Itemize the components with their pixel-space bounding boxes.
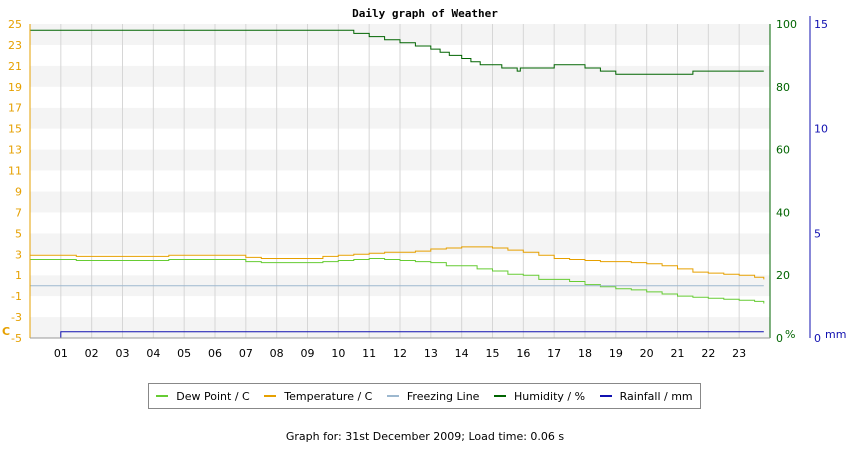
footer-status: Graph for: 31st December 2009; Load time… [285, 430, 565, 443]
ytick-humidity: 0 [776, 332, 783, 345]
xtick-hour: 03 [116, 347, 130, 360]
xtick-hour: 16 [516, 347, 530, 360]
legend-swatch [156, 395, 169, 397]
legend-item: Temperature / C [264, 390, 372, 403]
legend-swatch [264, 395, 277, 397]
legend-item: Freezing Line [386, 389, 480, 403]
xtick-hour: 10 [331, 347, 345, 360]
ytick-humidity: 80 [776, 81, 790, 94]
ytick-rainfall: 0 [814, 332, 821, 345]
legend-label: Temperature / C [284, 389, 373, 403]
xtick-hour: 02 [85, 347, 99, 360]
ytick-humidity: 60 [776, 144, 790, 157]
unit-temperature: C [2, 325, 10, 338]
legend-label: Dew Point / C [176, 389, 250, 403]
xtick-hour: 09 [301, 347, 315, 360]
legend-item: Dew Point / C [156, 389, 250, 403]
ytick-temperature: -5 [11, 332, 22, 345]
xtick-hour: 11 [362, 347, 376, 360]
axes [29, 16, 811, 339]
xtick-hour: 04 [146, 347, 160, 360]
series-line-temperature-c [30, 246, 765, 280]
ytick-rainfall: 5 [814, 227, 821, 240]
xtick-hour: 05 [177, 347, 191, 360]
legend-swatch [599, 395, 612, 397]
xtick-hour: 20 [640, 347, 654, 360]
ytick-humidity: 100 [776, 18, 797, 31]
xtick-hour: 07 [239, 347, 253, 360]
series-line-humidity [30, 29, 764, 75]
xtick-hour: 21 [671, 347, 685, 360]
xtick-hour: 15 [486, 347, 500, 360]
unit-rainfall: mm [825, 328, 846, 341]
xtick-hour: 12 [393, 347, 407, 360]
legend-label: Freezing Line [406, 389, 480, 403]
unit-humidity: % [785, 328, 795, 341]
ytick-humidity: 40 [776, 206, 790, 219]
ytick-temperature: 17 [8, 102, 22, 115]
legend-label: Rainfall / mm [619, 389, 693, 403]
series-line-dew-point-c [30, 258, 765, 304]
legend-swatch [494, 395, 507, 397]
ytick-temperature: 1 [15, 269, 22, 282]
weather-chart: -5-3-1135791113151719212325C204060801000… [2, 7, 846, 360]
ytick-temperature: 3 [15, 248, 22, 261]
ytick-temperature: 19 [8, 81, 22, 94]
ytick-temperature: 23 [8, 39, 22, 52]
ytick-temperature: -3 [11, 311, 22, 324]
xtick-hour: 17 [547, 347, 561, 360]
legend-item: Rainfall / mm [599, 389, 693, 403]
legend-swatch [386, 395, 399, 397]
ytick-temperature: 7 [15, 206, 22, 219]
ytick-temperature: 9 [15, 185, 22, 198]
xtick-hour: 13 [424, 347, 438, 360]
chart-title: Daily graph of Weather [352, 7, 498, 20]
xtick-hour: 08 [270, 347, 284, 360]
legend: Dew Point / C Temperature / C Freezing Lin… [148, 383, 701, 409]
ytick-humidity: 20 [776, 269, 790, 282]
xtick-hour: 18 [578, 347, 592, 360]
xtick-hour: 06 [208, 347, 222, 360]
ytick-temperature: 5 [15, 227, 22, 240]
ytick-temperature: 13 [8, 144, 22, 157]
xtick-hour: 19 [609, 347, 623, 360]
ytick-rainfall: 15 [814, 18, 828, 31]
legend-item: Humidity / % [494, 390, 585, 403]
ytick-rainfall: 10 [814, 123, 828, 136]
ytick-temperature: 25 [8, 18, 22, 31]
ytick-temperature: 15 [8, 123, 22, 136]
ytick-temperature: 21 [8, 60, 22, 73]
xtick-hour: 23 [732, 347, 746, 360]
xtick-hour: 01 [54, 347, 68, 360]
legend-label: Humidity / % [514, 389, 586, 403]
tick-labels: -5-3-1135791113151719212325C204060801000… [2, 18, 846, 360]
xtick-hour: 22 [701, 347, 715, 360]
ytick-temperature: -1 [11, 290, 22, 303]
ytick-temperature: 11 [8, 165, 22, 178]
xtick-hour: 14 [455, 347, 469, 360]
